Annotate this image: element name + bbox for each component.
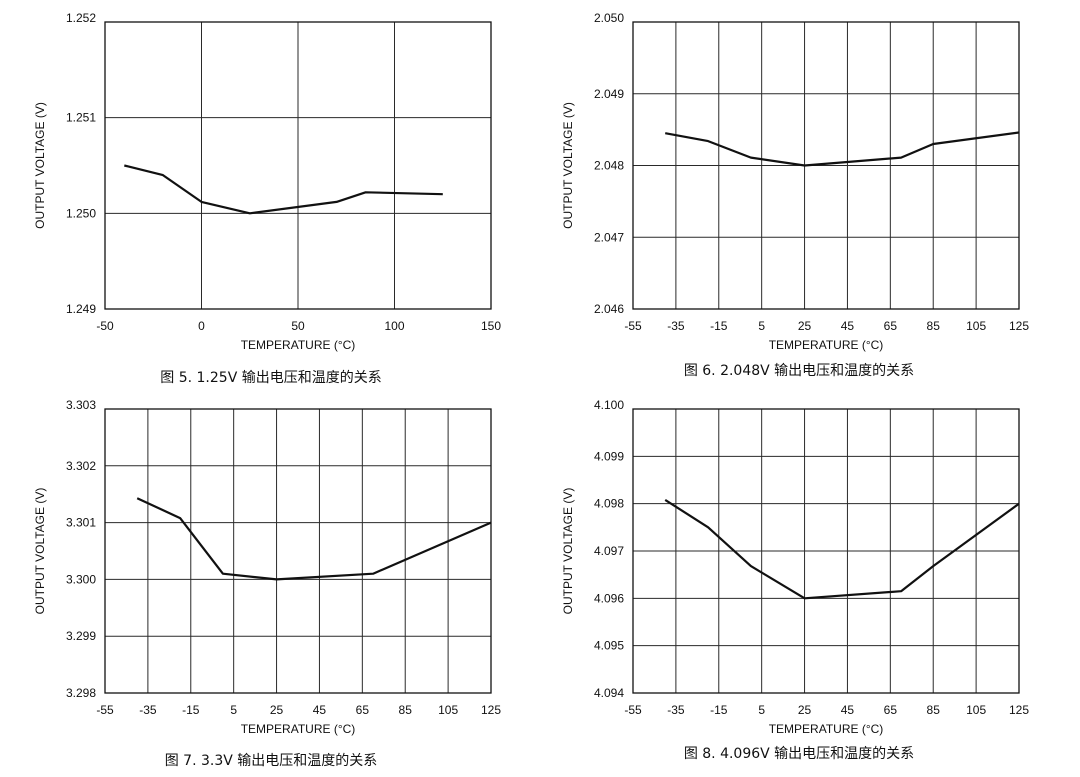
y-tick-label: 2.049 — [594, 87, 624, 101]
y-tick-label: 4.098 — [594, 497, 624, 511]
y-tick-label: 3.300 — [66, 572, 96, 586]
x-axis-label: TEMPERATURE (°C) — [241, 338, 356, 352]
chart-panel-6: 2.046 2.047 2.048 2.049 2.050 -55 -35 -15 5 25 45 6… — [561, 11, 1029, 379]
x-tick-label: 125 — [1009, 319, 1029, 333]
series-line — [124, 164, 443, 215]
y-tick-label: 4.095 — [594, 639, 624, 653]
y-tick-label: 2.046 — [594, 302, 624, 316]
x-axis-label: TEMPERATURE (°C) — [241, 722, 356, 736]
x-tick-label: 125 — [481, 703, 501, 717]
x-tick-label: -35 — [139, 703, 157, 717]
y-axis-label: OUTPUT VOLTAGE (V) — [33, 102, 47, 229]
series-line — [665, 131, 1020, 167]
chart-panel-7: 3.298 3.299 3.300 3.301 3.302 3.303 -55 -35 -15 5… — [33, 398, 501, 769]
x-tick-label: 100 — [384, 319, 404, 333]
figure-caption: 图 8. 4.096V 输出电压和温度的关系 — [684, 746, 914, 762]
y-tick-label: 3.298 — [66, 686, 96, 700]
x-tick-label: -55 — [624, 703, 642, 717]
series-line — [136, 497, 492, 581]
x-tick-label: 5 — [758, 319, 765, 333]
y-tick-label: 1.251 — [66, 111, 96, 125]
y-tick-label: 1.252 — [66, 11, 96, 25]
series-line — [664, 498, 1020, 600]
figure-caption: 图 7. 3.3V 输出电压和温度的关系 — [165, 753, 378, 769]
y-tick-label: 3.299 — [66, 629, 96, 643]
y-tick-label: 1.249 — [66, 302, 96, 316]
x-tick-label: 25 — [270, 703, 284, 717]
y-tick-label: 4.097 — [594, 544, 624, 558]
x-tick-label: -15 — [182, 703, 200, 717]
x-tick-label: -50 — [96, 319, 114, 333]
x-tick-label: 65 — [884, 703, 898, 717]
x-tick-label: -55 — [624, 319, 642, 333]
plot-frame — [104, 408, 492, 694]
x-tick-label: 65 — [884, 319, 898, 333]
y-tick-label: 3.302 — [66, 459, 96, 473]
x-tick-label: -55 — [96, 703, 114, 717]
y-tick-label: 2.047 — [594, 230, 624, 244]
plot-frame — [104, 21, 492, 310]
x-tick-label: 85 — [399, 703, 413, 717]
x-tick-label: -35 — [667, 703, 685, 717]
x-tick-label: 105 — [966, 319, 986, 333]
x-tick-label: 45 — [841, 319, 855, 333]
x-tick-label: 5 — [758, 703, 765, 717]
x-tick-label: 105 — [966, 703, 986, 717]
y-tick-label: 4.094 — [594, 686, 624, 700]
x-axis-label: TEMPERATURE (°C) — [769, 722, 884, 736]
y-tick-label: 3.301 — [66, 516, 96, 530]
x-tick-label: 5 — [230, 703, 237, 717]
y-tick-label: 3.303 — [66, 398, 96, 412]
y-tick-label: 2.050 — [594, 11, 624, 25]
figure-caption: 图 6. 2.048V 输出电压和温度的关系 — [684, 363, 914, 379]
y-tick-label: 2.048 — [594, 159, 624, 173]
y-tick-label: 4.099 — [594, 449, 624, 463]
x-tick-label: -15 — [710, 703, 728, 717]
x-tick-label: 85 — [927, 703, 941, 717]
x-tick-label: 85 — [927, 319, 941, 333]
x-tick-label: -15 — [710, 319, 728, 333]
y-tick-label: 1.250 — [66, 206, 96, 220]
x-tick-label: 25 — [798, 319, 812, 333]
x-tick-label: 105 — [438, 703, 458, 717]
plot-frame — [632, 21, 1020, 310]
chart-panel-8: 4.094 4.095 4.096 4.097 4.098 4.099 4.100 -55 -3… — [561, 398, 1029, 762]
y-axis-label: OUTPUT VOLTAGE (V) — [561, 102, 575, 229]
y-tick-label: 4.096 — [594, 591, 624, 605]
x-tick-label: 45 — [841, 703, 855, 717]
x-axis-label: TEMPERATURE (°C) — [769, 338, 884, 352]
x-tick-label: -35 — [667, 319, 685, 333]
y-axis-label: OUTPUT VOLTAGE (V) — [561, 488, 575, 615]
figure-caption: 图 5. 1.25V 输出电压和温度的关系 — [160, 370, 381, 386]
x-tick-label: 150 — [481, 319, 501, 333]
plot-frame — [632, 408, 1020, 694]
x-tick-label: 65 — [356, 703, 370, 717]
x-tick-label: 125 — [1009, 703, 1029, 717]
x-tick-label: 25 — [798, 703, 812, 717]
x-tick-label: 0 — [198, 319, 205, 333]
x-tick-label: 50 — [291, 319, 305, 333]
y-tick-label: 4.100 — [594, 398, 624, 412]
chart-panel-5: 1.249 1.250 1.251 1.252 -50 0 50 100 150 TEMPERAT… — [33, 11, 501, 386]
x-tick-label: 45 — [313, 703, 327, 717]
y-axis-label: OUTPUT VOLTAGE (V) — [33, 488, 47, 615]
